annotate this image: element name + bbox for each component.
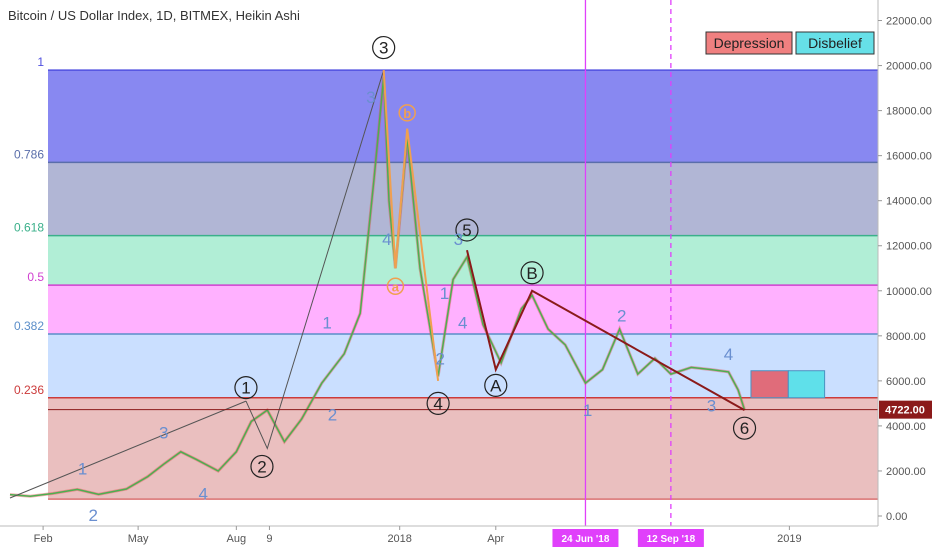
wave-number: 1	[440, 284, 449, 303]
x-tick-label: May	[128, 533, 149, 545]
x-tick-label: 2019	[777, 533, 801, 545]
fib-ratio-label: 0.618	[14, 221, 44, 235]
fib-ratio-label: 0.382	[14, 319, 44, 333]
legend: Depression Disbelief	[705, 31, 875, 55]
zone-box	[750, 370, 789, 399]
wave-circle-label: 3	[379, 39, 388, 58]
date-badge	[552, 529, 619, 547]
legend-swatch	[795, 31, 875, 55]
fib-labels: 1 0.786 0.618 0.5 0.382 0.236	[14, 55, 44, 397]
wave-circle-label: 1	[241, 379, 250, 398]
wave-circle	[426, 391, 450, 415]
y-tick-label: 18000.00	[886, 106, 932, 118]
wave-circle	[250, 454, 274, 479]
wave-circle-label: 2	[257, 457, 266, 476]
fib-band	[48, 285, 878, 335]
wave-circle-label: B	[526, 264, 537, 283]
wave-number: 2	[617, 307, 626, 326]
legend-label: Disbelief	[808, 35, 862, 51]
wave-circle-label: 4	[433, 394, 442, 413]
current-price-badge	[879, 400, 932, 419]
wave-number: 2	[89, 506, 98, 525]
y-tick-label: 20000.00	[886, 61, 932, 73]
y-tick-label: 2000.00	[886, 466, 926, 478]
highlight-lines	[584, 0, 672, 526]
wave-number: 3	[366, 88, 375, 107]
subwave-circle	[398, 104, 416, 122]
x-tick-label: 9	[266, 533, 272, 545]
fib-bands	[48, 69, 878, 500]
chart-title: Bitcoin / US Dollar Index, 1D, BITMEX, H…	[8, 8, 300, 23]
wave-circle	[455, 218, 479, 242]
y-tick-label: 10000.00	[886, 286, 932, 298]
y-tick-label: 0.00	[886, 511, 907, 523]
wave-number: 4	[199, 484, 208, 503]
fib-ratio-label: 1	[37, 55, 44, 69]
y-tick-label: 22000.00	[886, 16, 932, 28]
wave-line	[382, 70, 440, 382]
y-tick-label: 16000.00	[886, 151, 932, 163]
current-price-label: 4722.00	[885, 405, 925, 417]
wave-number: 3	[707, 397, 716, 416]
fib-band	[48, 162, 878, 236]
date-badge-label: 24 Jun '18	[561, 534, 609, 545]
wave-line	[466, 249, 745, 411]
fib-ratio-label: 0.236	[14, 383, 44, 397]
wave-number: 1	[78, 460, 87, 479]
y-tick-label: 6000.00	[886, 376, 926, 388]
fib-band	[48, 397, 878, 500]
x-axis: Feb May Aug 9 2018 Apr 2019 24 Jun '18 12 Sep '1…	[0, 525, 878, 547]
wave-circle	[234, 376, 258, 400]
y-tick-label: 8000.00	[886, 331, 926, 343]
x-tick-label: Aug	[227, 533, 247, 545]
fib-band	[48, 70, 878, 163]
wave-circle-label: A	[490, 376, 502, 395]
date-badge-label: 12 Sep '18	[647, 534, 696, 545]
x-tick-label: 2018	[387, 533, 411, 545]
wave-circle	[520, 261, 544, 285]
fib-ratio-label: 0.786	[14, 147, 44, 161]
date-badge	[637, 529, 704, 547]
wave-number: 3	[454, 230, 463, 249]
subwave-circle-label: a	[392, 279, 400, 294]
y-tick-label: 4000.00	[886, 421, 926, 433]
subwave-circle	[386, 277, 405, 296]
fib-ratio-label: 0.5	[27, 270, 44, 284]
wave-circle	[732, 416, 757, 440]
fib-band	[48, 235, 878, 286]
wave-number: 4	[382, 230, 391, 249]
wave-number: 1	[583, 401, 592, 420]
fib-band	[48, 334, 878, 398]
wave-lines	[9, 69, 878, 499]
wave-circle	[484, 373, 508, 397]
legend-label: Depression	[714, 35, 785, 51]
wave-number: 1	[322, 313, 331, 332]
wave-line	[245, 69, 385, 450]
wave-circle-label: 5	[462, 221, 471, 240]
wave-circle-label: 6	[740, 419, 749, 438]
subwave-circle-label: b	[403, 106, 411, 121]
zone-boxes	[750, 370, 826, 399]
zone-box	[787, 370, 826, 399]
legend-swatch	[705, 31, 793, 55]
wave-number: 4	[458, 313, 467, 332]
x-tick-label: Apr	[487, 533, 504, 545]
y-axis: 0.00 2000.00 4000.00 6000.00 8000.00 10000.00…	[877, 0, 932, 526]
wave-line	[9, 400, 247, 499]
wave-number: 2	[328, 406, 337, 425]
x-tick-label: Feb	[34, 533, 53, 545]
y-tick-label: 14000.00	[886, 196, 932, 208]
y-tick-label: 12000.00	[886, 241, 932, 253]
wave-number: 4	[724, 345, 733, 364]
wave-number: 3	[159, 424, 168, 443]
wave-number: 2	[436, 349, 445, 368]
wave-circle	[372, 35, 396, 60]
